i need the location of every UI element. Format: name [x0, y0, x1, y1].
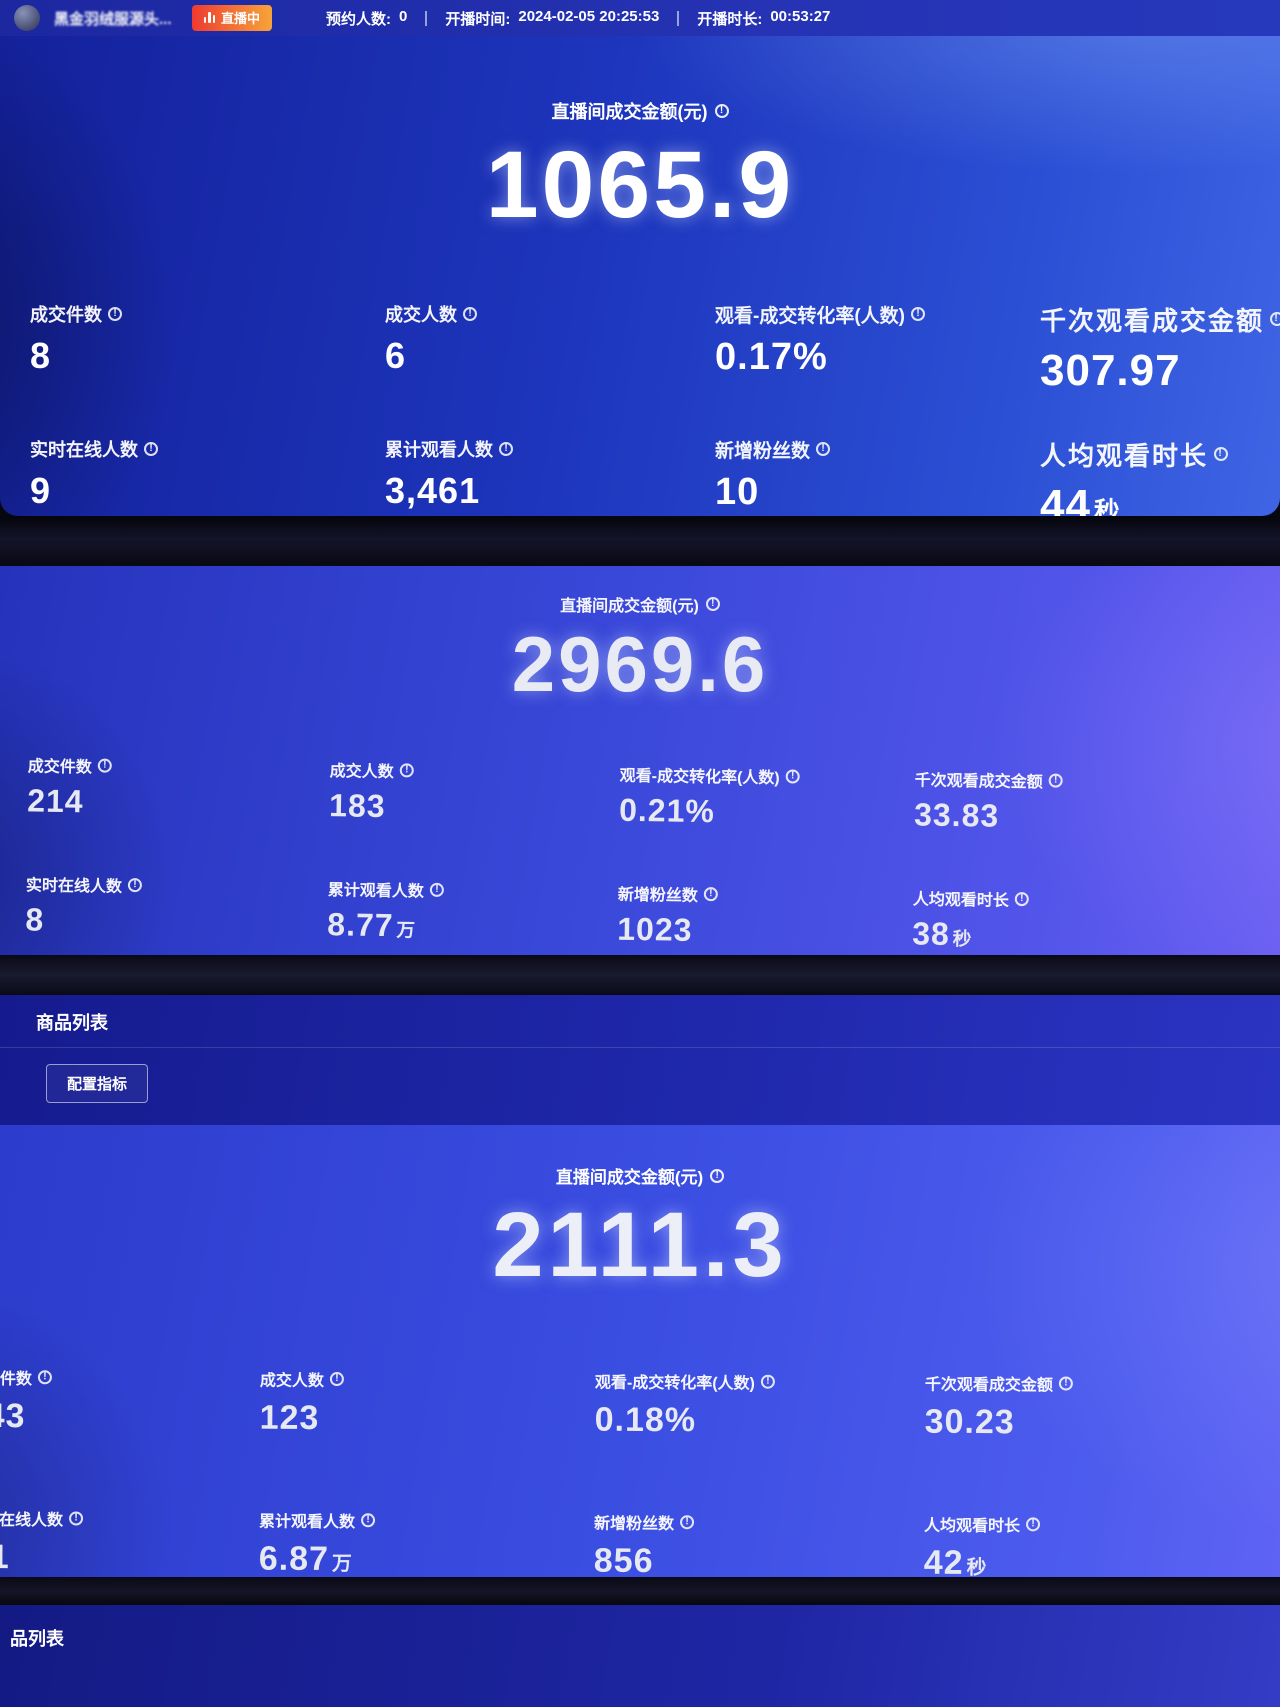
product-list-section: 商品列表 配置指标	[0, 995, 1280, 1125]
stream-duration: 开播时长: 00:53:27	[679, 8, 848, 29]
info-icon[interactable]	[816, 442, 831, 457]
duration-value: 00:53:27	[770, 7, 831, 25]
configure-metrics-button[interactable]: 配置指标	[46, 1064, 149, 1103]
info-icon[interactable]	[37, 1370, 52, 1385]
metric-conversion-rate: 观看-成交转化率(人数) 0.18%	[595, 1369, 925, 1442]
info-icon[interactable]	[463, 306, 477, 321]
metric-conversion-rate: 观看-成交转化率(人数) 0.17%	[715, 301, 1040, 396]
metric-deal-items: 成交件数 8	[30, 301, 385, 396]
panel3-metrics: 件数 43 成交人数 123 观看-成交转化率(人数) 0.18% 千次观看成交…	[0, 1365, 1280, 1577]
info-icon[interactable]	[329, 1372, 344, 1387]
info-icon[interactable]	[108, 306, 122, 321]
metric-total-viewers: 累计观看人数 6.87万	[259, 1508, 594, 1577]
info-icon[interactable]	[1270, 312, 1280, 327]
start-time-label: 开播时间:	[445, 10, 511, 28]
info-icon[interactable]	[499, 441, 513, 456]
divider	[0, 1047, 1280, 1048]
streamer-avatar[interactable]	[14, 5, 40, 31]
metric-online-users-clipped: 在线人数 1	[0, 1506, 259, 1577]
reservation-count: 预约人数: 0	[308, 8, 425, 29]
panel1-title-text: 直播间成交金额(元)	[551, 102, 708, 122]
panel3-title: 直播间成交金额(元)	[0, 1163, 1280, 1188]
live-bars-icon	[203, 12, 216, 23]
reservation-label: 预约人数:	[326, 10, 392, 28]
live-stats-panel-3: 直播间成交金额(元) 2111.3 件数 43 成交人数 123 观看-成交转化…	[0, 1125, 1280, 1577]
metric-avg-watch-time: 人均观看时长 42秒	[924, 1512, 1279, 1577]
metric-conversion-rate: 观看-成交转化率(人数) 0.21%	[619, 762, 915, 834]
panel1-title: 直播间成交金额(元)	[0, 98, 1280, 124]
panel2-title: 直播间成交金额(元)	[0, 592, 1280, 616]
metric-gmv-per-1k-views: 千次观看成交金额 33.83	[914, 766, 1280, 839]
info-icon[interactable]	[361, 1513, 376, 1528]
live-stats-panel-1: 直播间成交金额(元) 1065.9 成交件数 8 成交人数 6 观看-成交转化率…	[0, 36, 1280, 516]
info-icon[interactable]	[680, 1515, 695, 1530]
info-icon[interactable]	[1026, 1517, 1041, 1532]
info-icon[interactable]	[1214, 447, 1229, 462]
metric-new-followers: 新增粉丝数 1023	[617, 881, 913, 953]
topbar-stats: 预约人数: 0 开播时间: 2024-02-05 20:25:53 开播时长: …	[308, 8, 848, 29]
dark-separator	[0, 955, 1280, 995]
panel3-title-text: 直播间成交金额(元)	[555, 1168, 704, 1187]
metric-deal-users: 成交人数 123	[260, 1367, 595, 1440]
stream-title: 黑金羽绒服源头...	[54, 10, 172, 28]
info-icon[interactable]	[127, 877, 143, 893]
start-time-value: 2024-02-05 20:25:53	[518, 7, 660, 25]
info-icon[interactable]	[1014, 891, 1029, 906]
start-time: 开播时间: 2024-02-05 20:25:53	[427, 8, 677, 29]
info-icon[interactable]	[1058, 1376, 1073, 1391]
info-icon[interactable]	[710, 1168, 725, 1183]
panel1-metrics: 成交件数 8 成交人数 6 观看-成交转化率(人数) 0.17% 千次观看成交金…	[0, 301, 1280, 516]
info-icon[interactable]	[144, 441, 158, 456]
info-icon[interactable]	[399, 763, 414, 778]
info-icon[interactable]	[714, 104, 729, 118]
info-icon[interactable]	[69, 1511, 84, 1526]
metric-new-followers: 新增粉丝数 856	[594, 1510, 924, 1577]
metric-new-followers: 新增粉丝数 10	[715, 436, 1040, 516]
panel2-gmv-amount: 2969.6	[511, 620, 769, 708]
dark-separator	[0, 1577, 1280, 1605]
metric-total-viewers: 累计观看人数 3,461	[385, 436, 715, 516]
metric-deal-items: 成交件数 214	[27, 752, 330, 824]
metric-deal-users: 成交人数 6	[385, 301, 715, 396]
info-icon[interactable]	[97, 758, 112, 773]
metric-deal-items-clipped: 件数 43	[0, 1365, 260, 1438]
info-icon[interactable]	[910, 307, 925, 322]
metric-deal-users: 成交人数 183	[329, 757, 620, 829]
panel2-title-text: 直播间成交金额(元)	[560, 598, 699, 615]
product-list-title: 商品列表	[36, 1013, 108, 1033]
info-icon[interactable]	[785, 769, 800, 784]
info-icon[interactable]	[429, 882, 445, 897]
metric-avg-watch-time: 人均观看时长 38秒	[912, 885, 1278, 955]
product-list-section-clipped: 品列表	[0, 1605, 1280, 1707]
metric-online-users: 实时在线人数 9	[30, 436, 385, 516]
panel2-metrics: 成交件数 214 成交人数 183 观看-成交转化率(人数) 0.21% 千次观…	[0, 752, 1280, 955]
info-icon[interactable]	[1048, 773, 1063, 788]
product-list-title-clipped: 品列表	[10, 1629, 64, 1649]
info-icon[interactable]	[703, 886, 718, 902]
live-stats-panel-2: 直播间成交金额(元) 2969.6 成交件数 214 成交人数 183 观看-成…	[0, 566, 1280, 955]
live-status-badge: 直播中	[191, 5, 273, 31]
info-icon[interactable]	[760, 1375, 775, 1390]
panel1-gmv-amount: 1065.9	[485, 132, 795, 238]
metric-total-viewers: 累计观看人数 8.77万	[327, 876, 618, 948]
reservation-value: 0	[399, 7, 408, 25]
metric-online-users: 实时在线人数 8	[25, 871, 328, 943]
panel3-gmv-amount: 2111.3	[492, 1194, 788, 1296]
live-badge-label: 直播中	[221, 11, 261, 26]
metric-gmv-per-1k-views: 千次观看成交金额 307.97	[1040, 301, 1280, 396]
dark-separator	[0, 516, 1280, 566]
divider	[425, 10, 428, 26]
topbar: 黑金羽绒服源头... 直播中 预约人数: 0 开播时间: 2024-02-05 …	[0, 0, 1280, 36]
duration-label: 开播时长:	[697, 10, 763, 28]
metric-avg-watch-time: 人均观看时长 44秒	[1040, 436, 1280, 516]
info-icon[interactable]	[705, 597, 720, 611]
metric-gmv-per-1k-views: 千次观看成交金额 30.23	[925, 1371, 1280, 1444]
divider	[677, 10, 680, 26]
